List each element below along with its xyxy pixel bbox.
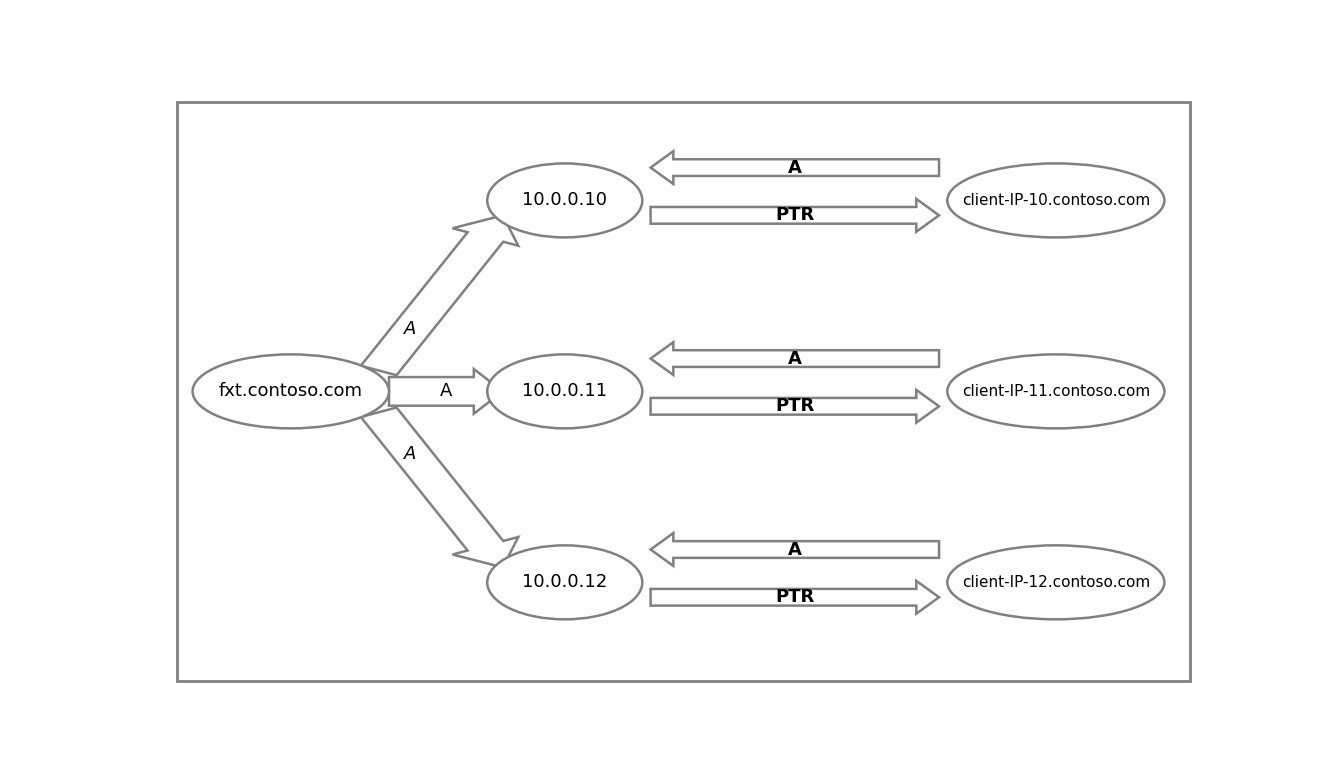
- Text: 10.0.0.11: 10.0.0.11: [522, 382, 607, 401]
- Ellipse shape: [487, 546, 643, 619]
- Text: A: A: [788, 350, 802, 367]
- Ellipse shape: [947, 354, 1165, 429]
- Text: A: A: [403, 320, 416, 338]
- Text: PTR: PTR: [775, 588, 815, 606]
- FancyArrow shape: [651, 533, 939, 566]
- Text: PTR: PTR: [775, 398, 815, 415]
- FancyArrow shape: [651, 342, 939, 375]
- FancyArrow shape: [651, 580, 939, 614]
- FancyArrow shape: [651, 390, 939, 422]
- Text: client-IP-10.contoso.com: client-IP-10.contoso.com: [962, 193, 1150, 208]
- FancyArrow shape: [362, 408, 519, 567]
- Text: client-IP-11.contoso.com: client-IP-11.contoso.com: [962, 384, 1150, 399]
- FancyArrow shape: [651, 199, 939, 232]
- FancyArrow shape: [362, 215, 519, 375]
- FancyArrow shape: [651, 151, 939, 184]
- Text: A: A: [788, 159, 802, 177]
- Ellipse shape: [947, 546, 1165, 619]
- Ellipse shape: [192, 354, 390, 429]
- Text: PTR: PTR: [775, 206, 815, 224]
- Text: client-IP-12.contoso.com: client-IP-12.contoso.com: [962, 575, 1150, 590]
- FancyArrow shape: [390, 369, 503, 414]
- Text: A: A: [440, 382, 452, 401]
- Ellipse shape: [487, 354, 643, 429]
- Text: 10.0.0.12: 10.0.0.12: [522, 574, 607, 591]
- Text: fxt.contoso.com: fxt.contoso.com: [219, 382, 363, 401]
- Ellipse shape: [947, 164, 1165, 237]
- Text: 10.0.0.10: 10.0.0.10: [523, 191, 607, 209]
- Text: A: A: [403, 445, 416, 463]
- Ellipse shape: [487, 164, 643, 237]
- Text: A: A: [788, 540, 802, 559]
